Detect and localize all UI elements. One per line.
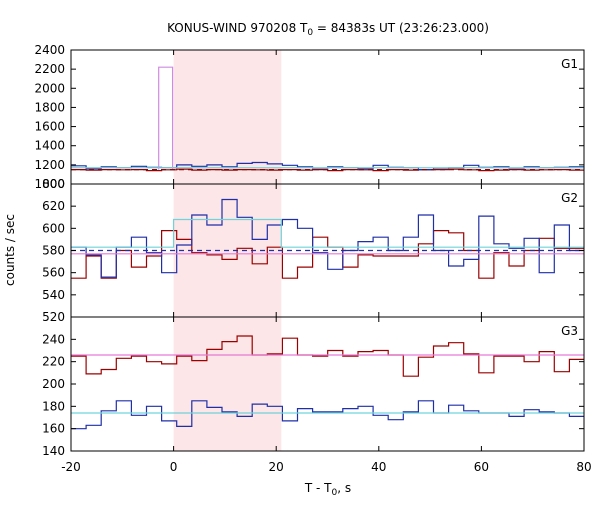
highlight-band-g3 [173, 317, 282, 451]
x-tick-label: 40 [371, 460, 386, 474]
y-tick-label: 520 [42, 310, 65, 324]
y-tick-label: 580 [42, 244, 65, 258]
y-tick-label: 1400 [34, 139, 65, 153]
y-axis-title: counts / sec [3, 214, 17, 286]
panel-label-g3: G3 [561, 324, 578, 338]
x-tick-label: -20 [61, 460, 81, 474]
series-g2-blue-step [71, 198, 584, 278]
x-axis-title-main: T - T [304, 481, 332, 495]
series-group-g1 [71, 66, 584, 172]
x-tick-label: 60 [474, 460, 489, 474]
series-g3-red-step [71, 335, 584, 377]
y-tick-label: 620 [42, 199, 65, 213]
chart-title-rest: = 84383s UT (23:26:23.000) [313, 21, 489, 35]
chart-title-main: KONUS-WIND 970208 T [167, 21, 308, 35]
panel-label-g1: G1 [561, 57, 578, 71]
y-tick-label: 800 [42, 177, 65, 191]
highlight-band-g1 [173, 50, 282, 184]
y-tick-label: 180 [42, 399, 65, 413]
y-tick-label: 560 [42, 266, 65, 280]
series-g2-cyan-step [71, 218, 584, 248]
x-tick-label: 80 [576, 460, 591, 474]
series-g1-violet-step [158, 66, 174, 170]
x-tick-label: 20 [269, 460, 284, 474]
series-group-g2 [71, 198, 584, 279]
y-tick-label: 1200 [34, 158, 65, 172]
y-tick-label: 1000 [34, 177, 65, 191]
x-axis-title-rest: , s [337, 481, 351, 495]
chart-title: KONUS-WIND 970208 T0 = 84383s UT (23:26:… [167, 21, 489, 38]
y-tick-label: 140 [42, 444, 65, 458]
y-tick-label: 2200 [34, 62, 65, 76]
y-tick-label: 160 [42, 422, 65, 436]
panel-label-g2: G2 [561, 191, 578, 205]
y-tick-label: 2000 [34, 81, 65, 95]
chart-title-subscript: 0 [307, 28, 313, 38]
y-tick-label: 2400 [34, 43, 65, 57]
y-tick-label: 540 [42, 288, 65, 302]
x-tick-label: 0 [170, 460, 178, 474]
y-tick-label: 200 [42, 377, 65, 391]
y-tick-label: 220 [42, 355, 65, 369]
y-tick-label: 600 [42, 221, 65, 235]
y-tick-label: 1800 [34, 100, 65, 114]
x-axis-title-subscript: 0 [332, 488, 338, 498]
y-tick-label: 1600 [34, 120, 65, 134]
series-group-g3 [71, 335, 584, 430]
x-axis-title: T - T0, s [304, 481, 351, 498]
y-tick-label: 240 [42, 332, 65, 346]
